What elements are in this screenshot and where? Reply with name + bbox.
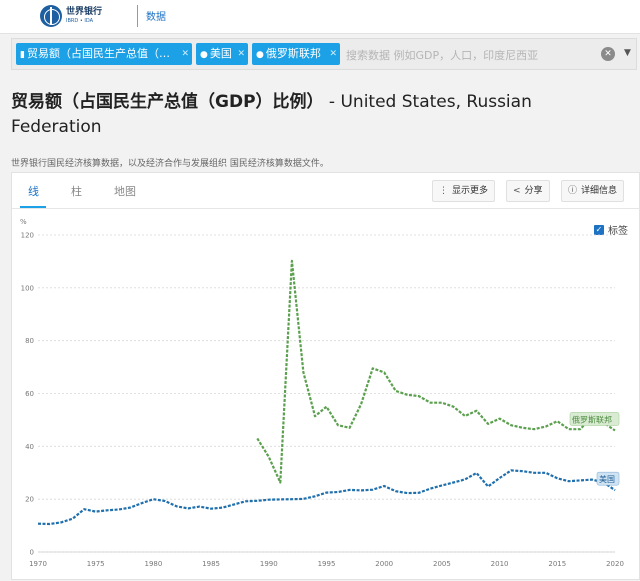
active-tab-indicator xyxy=(20,206,46,208)
y-tick-label: 60 xyxy=(25,390,34,398)
x-tick-label: 1970 xyxy=(29,560,47,568)
y-tick-label: 20 xyxy=(25,496,34,504)
line-chart: % 0 20 40 60 80 100 120 1970 1975 1980 1985 1990 1995… xyxy=(20,218,624,568)
share-button[interactable]: < 分享 xyxy=(506,180,550,202)
x-tick-label: 1995 xyxy=(318,560,336,568)
share-icon: < xyxy=(513,186,521,196)
chip-label: 贸易额（占国民生产总值（… xyxy=(26,47,170,60)
labels-toggle[interactable]: ✓ 标签 xyxy=(594,222,628,237)
indicator-chip[interactable]: ▮ 贸易额（占国民生产总值（… ✕ xyxy=(16,43,192,65)
x-tick-label: 1985 xyxy=(202,560,220,568)
bar-chart-icon: ▮ xyxy=(20,50,25,60)
x-tick-label: 2015 xyxy=(548,560,566,568)
details-button[interactable]: ⓘ 详细信息 xyxy=(561,180,625,202)
series-end-label: 美国 xyxy=(599,474,615,484)
y-tick-label: 100 xyxy=(21,284,34,292)
chevron-down-icon[interactable]: ▼ xyxy=(624,48,631,58)
tab-map[interactable]: 地图 xyxy=(114,185,136,198)
x-tick-label: 2000 xyxy=(375,560,393,568)
world-bank-logo[interactable]: 世界银行 IBRD • IDA xyxy=(40,5,102,27)
tab-line[interactable]: 线 xyxy=(28,185,39,198)
labels-checkbox[interactable]: ✓ xyxy=(594,224,604,235)
page-title: 贸易额（占国民生产总值（GDP）比例） - United States, Rus… xyxy=(11,90,571,140)
series-end-label: 俄罗斯联邦 xyxy=(572,414,612,424)
show-more-label: 显示更多 xyxy=(452,186,489,196)
x-tick-label: 2005 xyxy=(433,560,451,568)
close-icon[interactable]: ✕ xyxy=(329,49,337,59)
location-pin-icon: ● xyxy=(200,50,208,60)
y-tick-label: 0 xyxy=(30,549,34,557)
title-indicator: 贸易额（占国民生产总值（GDP）比例） xyxy=(11,92,324,112)
location-pin-icon: ● xyxy=(256,50,264,60)
details-label: 详细信息 xyxy=(581,186,618,196)
more-vertical-icon: ⋮ xyxy=(439,186,448,196)
y-tick-label: 120 xyxy=(21,232,34,240)
chart-panel: 线 柱 地图 ⋮ 显示更多 < 分享 ⓘ 详细信息 ✓ 标签 % 0 20 40 60 80 10… xyxy=(11,172,640,580)
series-line-russian-federation xyxy=(256,259,616,484)
country-chip-us[interactable]: ● 美国 ✕ xyxy=(196,43,248,65)
data-nav-link[interactable]: 数据 xyxy=(146,12,166,23)
x-tick-label: 1980 xyxy=(144,560,162,568)
series-line-united-states xyxy=(37,469,616,526)
close-icon[interactable]: ✕ xyxy=(237,49,245,59)
globe-icon xyxy=(40,5,62,27)
tab-bar[interactable]: 柱 xyxy=(71,185,82,198)
close-icon[interactable]: ✕ xyxy=(181,49,189,59)
page-subtitle: 世界银行国民经济核算数据，以及经济合作与发展组织 国民经济核算数据文件。 xyxy=(11,159,329,169)
x-tick-label: 1990 xyxy=(260,560,278,568)
chip-label: 俄罗斯联邦 xyxy=(265,47,321,60)
y-axis-unit-label: % xyxy=(20,218,27,226)
x-tick-label: 1975 xyxy=(87,560,105,568)
y-tick-label: 40 xyxy=(25,443,34,451)
country-chip-russia[interactable]: ● 俄罗斯联邦 ✕ xyxy=(252,43,340,65)
logo-main-text: 世界银行 xyxy=(66,7,103,17)
series-end-label-box xyxy=(569,412,620,426)
x-tick-label: 2020 xyxy=(606,560,624,568)
title-countries: - United States, Russian Federation xyxy=(11,92,532,137)
labels-toggle-label: 标签 xyxy=(608,226,628,237)
y-tick-label: 80 xyxy=(25,337,34,345)
show-more-button[interactable]: ⋮ 显示更多 xyxy=(432,180,496,202)
top-header: 世界银行 IBRD • IDA 数据 xyxy=(0,0,640,34)
search-bar[interactable]: ▮ 贸易额（占国民生产总值（… ✕ ● 美国 ✕ ● 俄罗斯联邦 ✕ 搜索数据 例如G… xyxy=(11,38,637,70)
view-tabs: 线 柱 地图 ⋮ 显示更多 < 分享 ⓘ 详细信息 xyxy=(12,173,640,209)
x-tick-label: 2010 xyxy=(491,560,509,568)
header-divider xyxy=(137,5,138,27)
logo-sub-text: IBRD • IDA xyxy=(66,18,94,24)
share-label: 分享 xyxy=(524,186,543,196)
info-icon: ⓘ xyxy=(568,186,578,196)
series-end-label-box xyxy=(596,471,620,486)
search-input[interactable]: 搜索数据 例如GDP，人口，印度尼西亚 xyxy=(346,49,539,62)
clear-search-icon[interactable]: ✕ xyxy=(601,47,615,61)
chip-label: 美国 xyxy=(209,47,232,60)
